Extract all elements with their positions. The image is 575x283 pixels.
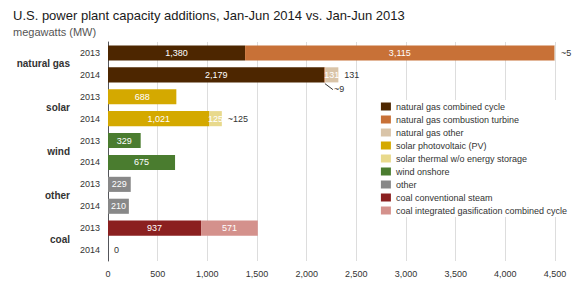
- svg-text:U.S. power plant capacity addi: U.S. power plant capacity additions, Jan…: [13, 8, 405, 23]
- svg-text:4,500: 4,500: [544, 269, 567, 279]
- svg-text:2,000: 2,000: [295, 269, 318, 279]
- svg-text:500: 500: [150, 269, 165, 279]
- svg-text:2014: 2014: [80, 70, 100, 80]
- svg-text:solar: solar: [46, 102, 70, 113]
- svg-text:329: 329: [117, 136, 132, 146]
- svg-text:coal: coal: [50, 234, 70, 245]
- svg-text:natural gas other: natural gas other: [396, 128, 464, 138]
- svg-text:675: 675: [134, 157, 149, 167]
- svg-text:natural gas combined cycle: natural gas combined cycle: [396, 102, 505, 112]
- svg-text:4,000: 4,000: [494, 269, 517, 279]
- svg-text:coal conventional steam: coal conventional steam: [396, 193, 493, 203]
- svg-text:natural gas combustion turbine: natural gas combustion turbine: [396, 115, 519, 125]
- svg-text:2,500: 2,500: [345, 269, 368, 279]
- svg-text:solar thermal w/o energy stora: solar thermal w/o energy storage: [396, 154, 527, 164]
- svg-text:2013: 2013: [80, 136, 100, 146]
- svg-text:3,500: 3,500: [444, 269, 467, 279]
- svg-text:other: other: [45, 190, 70, 201]
- svg-text:125: 125: [208, 114, 223, 124]
- svg-text:131: 131: [324, 70, 339, 80]
- svg-text:wind onshore: wind onshore: [395, 167, 450, 177]
- svg-text:1,500: 1,500: [246, 269, 269, 279]
- svg-text:0: 0: [114, 245, 119, 255]
- svg-text:2014: 2014: [80, 245, 100, 255]
- svg-text:~9: ~9: [334, 84, 344, 94]
- svg-text:3,115: 3,115: [389, 48, 411, 58]
- svg-text:210: 210: [111, 201, 126, 211]
- svg-text:wind: wind: [46, 146, 70, 157]
- svg-text:688: 688: [135, 92, 150, 102]
- svg-text:megawatts (MW): megawatts (MW): [13, 26, 96, 38]
- svg-text:other: other: [396, 180, 417, 190]
- svg-text:2014: 2014: [80, 201, 100, 211]
- svg-text:~5: ~5: [561, 48, 571, 58]
- svg-text:0: 0: [105, 269, 110, 279]
- svg-text:2014: 2014: [80, 157, 100, 167]
- svg-text:coal integrated gasification c: coal integrated gasification combined cy…: [396, 206, 567, 216]
- svg-text:1,021: 1,021: [147, 114, 170, 124]
- svg-text:571: 571: [222, 223, 237, 233]
- svg-text:937: 937: [147, 223, 162, 233]
- svg-text:2013: 2013: [80, 179, 100, 189]
- svg-text:~125: ~125: [228, 114, 248, 124]
- svg-text:natural gas: natural gas: [17, 58, 71, 69]
- svg-text:2013: 2013: [80, 92, 100, 102]
- svg-text:1,000: 1,000: [196, 269, 219, 279]
- svg-text:solar photovoltaic (PV): solar photovoltaic (PV): [396, 141, 487, 151]
- svg-text:2,179: 2,179: [205, 70, 228, 80]
- svg-text:3,000: 3,000: [395, 269, 418, 279]
- svg-text:2013: 2013: [80, 48, 100, 58]
- svg-text:229: 229: [112, 179, 127, 189]
- svg-text:1,380: 1,380: [165, 48, 188, 58]
- svg-text:131: 131: [344, 70, 359, 80]
- svg-text:2013: 2013: [80, 223, 100, 233]
- svg-text:2014: 2014: [80, 114, 100, 124]
